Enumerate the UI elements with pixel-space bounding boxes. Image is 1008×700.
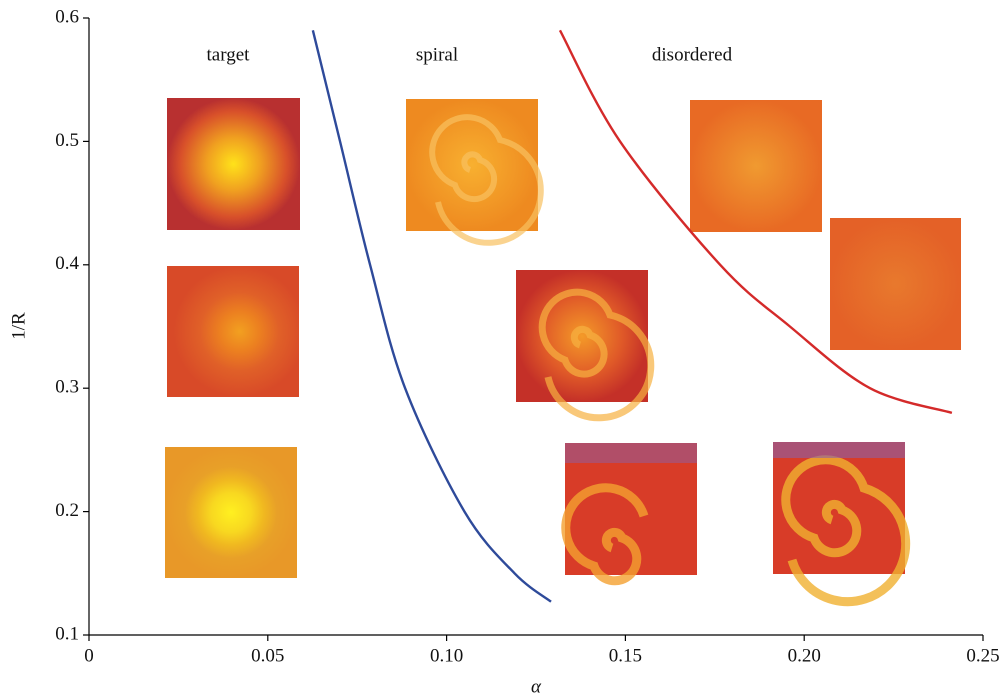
pattern-image bbox=[690, 100, 822, 232]
x-tick-label: 0.25 bbox=[966, 645, 999, 666]
page: {"chart_data": {"type": "line", "xlabel"… bbox=[0, 0, 1008, 700]
y-tick-label: 0.3 bbox=[55, 377, 79, 398]
region-label: spiral bbox=[416, 44, 458, 65]
pattern-image bbox=[165, 447, 297, 578]
pattern-image bbox=[167, 98, 300, 230]
chart: target spiral disordered α 1/R 00.050.10… bbox=[0, 0, 1008, 700]
pattern-detail bbox=[773, 442, 905, 458]
pattern-detail bbox=[830, 218, 961, 350]
y-tick-label: 0.2 bbox=[55, 500, 79, 521]
pattern-image bbox=[167, 266, 299, 397]
x-tick-label: 0.10 bbox=[430, 645, 463, 666]
y-tick-label: 0.5 bbox=[55, 130, 79, 151]
pattern-detail bbox=[565, 443, 697, 463]
pattern-images bbox=[165, 98, 961, 602]
y-axis-label: 1/R bbox=[8, 312, 29, 340]
y-tick-label: 0.1 bbox=[55, 623, 79, 644]
y-tick-label: 0.6 bbox=[55, 6, 79, 27]
x-tick-label: 0 bbox=[84, 645, 94, 666]
region-label: disordered bbox=[652, 44, 733, 65]
x-tick-label: 0.15 bbox=[609, 645, 642, 666]
x-tick-label: 0.20 bbox=[788, 645, 821, 666]
y-tick-label: 0.4 bbox=[55, 253, 79, 274]
region-label: target bbox=[207, 44, 251, 65]
x-axis-label: α bbox=[531, 676, 542, 697]
x-tick-label: 0.05 bbox=[251, 645, 284, 666]
